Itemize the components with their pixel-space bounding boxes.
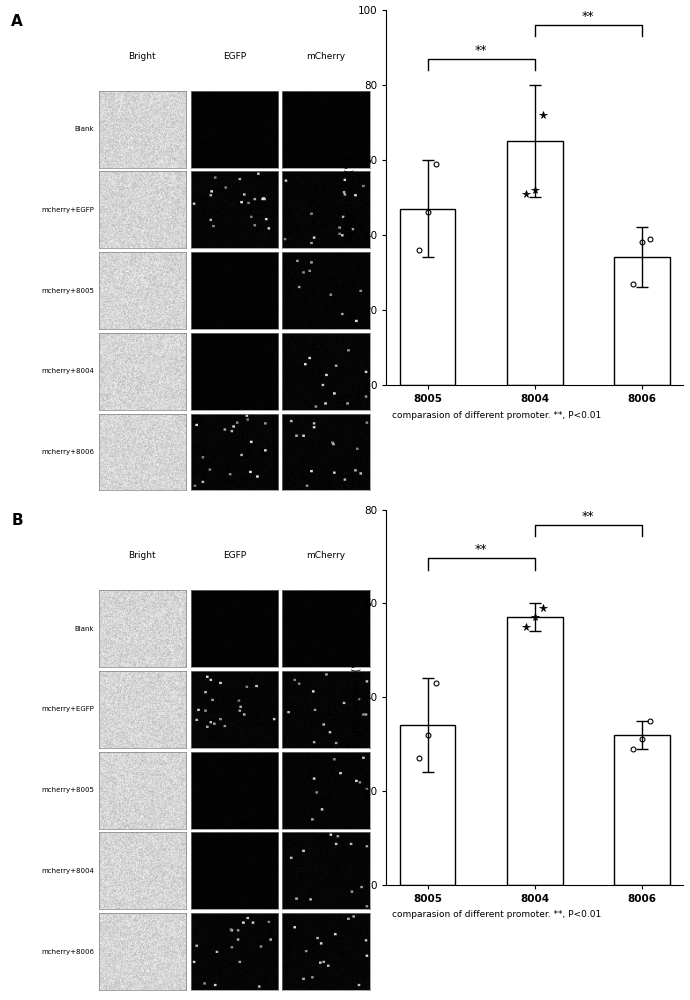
Bar — [507, 141, 562, 385]
Bar — [507, 617, 562, 885]
Text: mcherry+8006: mcherry+8006 — [41, 449, 95, 455]
Text: **: ** — [475, 543, 487, 556]
Text: mcherry+8005: mcherry+8005 — [41, 288, 95, 294]
Text: mcherry+8006: mcherry+8006 — [41, 949, 95, 955]
Text: mcherry+EGFP: mcherry+EGFP — [41, 207, 95, 213]
Text: mcherry+EGFP: mcherry+EGFP — [41, 706, 95, 712]
Bar — [400, 725, 455, 885]
Bar — [614, 257, 669, 385]
Text: EGFP: EGFP — [223, 52, 246, 61]
Text: EGFP: EGFP — [223, 551, 246, 560]
Text: mcherry+8004: mcherry+8004 — [41, 368, 95, 374]
Bar — [400, 209, 455, 385]
Text: mcherry+8004: mcherry+8004 — [41, 868, 95, 874]
Text: **: ** — [582, 510, 595, 523]
Text: mCherry: mCherry — [306, 52, 346, 61]
Text: mCherry: mCherry — [306, 551, 346, 560]
Text: A: A — [11, 14, 23, 29]
Text: comparasion of different promoter. **, P<0.01: comparasion of different promoter. **, P… — [392, 411, 602, 420]
Text: **: ** — [475, 44, 487, 57]
Text: Bright: Bright — [128, 52, 156, 61]
Text: Bright: Bright — [128, 551, 156, 560]
Y-axis label: egfp/mcherry(%): egfp/mcherry(%) — [345, 153, 355, 242]
Y-axis label: egfp/mcherry(%): egfp/mcherry(%) — [351, 653, 362, 741]
Text: mcherry+8005: mcherry+8005 — [41, 787, 95, 793]
Text: comparasion of different promoter. **, P<0.01: comparasion of different promoter. **, P… — [392, 910, 602, 919]
Text: **: ** — [582, 10, 595, 23]
Bar — [614, 735, 669, 885]
Text: Blank: Blank — [75, 626, 95, 632]
Text: Blank: Blank — [75, 126, 95, 132]
Text: B: B — [11, 513, 23, 528]
